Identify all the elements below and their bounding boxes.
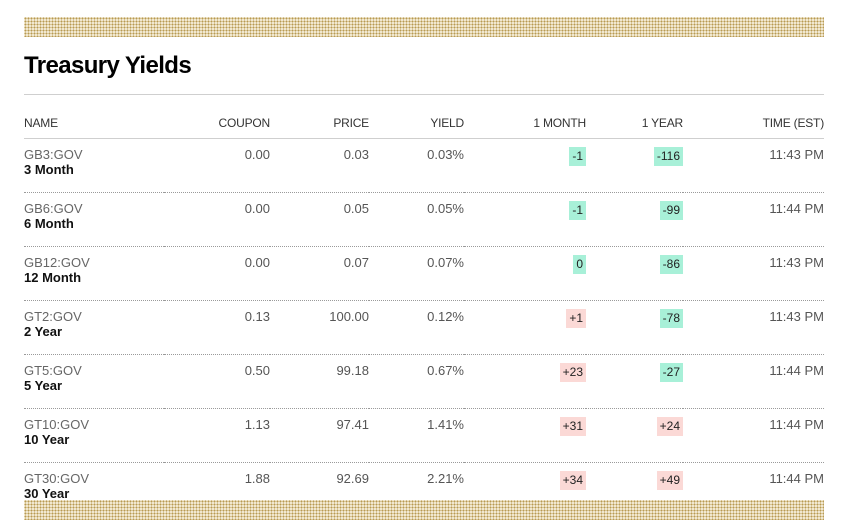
security-name: 12 Month (24, 270, 82, 285)
security-name: 5 Year (24, 378, 63, 393)
one-year-cell: -99 (586, 192, 683, 247)
header-time[interactable]: TIME (EST) (683, 108, 824, 139)
header-yield[interactable]: YIELD (369, 108, 464, 139)
one-month-change-badge: 0 (573, 255, 586, 274)
decorative-band-bottom (24, 500, 824, 520)
name-cell[interactable]: GB3:GOV 3 Month (24, 138, 164, 193)
price-value: 97.41 (270, 408, 369, 463)
price-value: 99.18 (270, 354, 369, 409)
title-divider (24, 94, 824, 95)
one-month-change-badge: +23 (559, 363, 586, 382)
one-year-change-badge: +24 (656, 417, 683, 436)
coupon-value: 0.00 (164, 192, 270, 247)
treasury-yields-table: NAME COUPON PRICE YIELD 1 MONTH 1 YEAR T… (24, 108, 824, 517)
time-value: 11:44 PM (683, 192, 824, 247)
security-name: 10 Year (24, 432, 70, 447)
one-year-change-badge: +49 (656, 471, 683, 490)
one-month-cell: +1 (464, 300, 586, 355)
decorative-band-top (24, 17, 824, 37)
name-cell[interactable]: GT10:GOV 10 Year (24, 408, 164, 463)
one-month-change-badge: +31 (559, 417, 586, 436)
ticker-link[interactable]: GB12:GOV (24, 255, 90, 270)
time-value: 11:44 PM (683, 354, 824, 409)
coupon-value: 0.13 (164, 300, 270, 355)
coupon-value: 1.13 (164, 408, 270, 463)
price-value: 100.00 (270, 300, 369, 355)
time-value: 11:44 PM (683, 408, 824, 463)
yield-value: 1.41% (369, 408, 464, 463)
name-cell[interactable]: GB6:GOV 6 Month (24, 192, 164, 247)
ticker-link[interactable]: GT30:GOV (24, 471, 90, 486)
security-name: 6 Month (24, 216, 74, 231)
one-year-cell: -116 (586, 138, 683, 193)
yield-value: 0.12% (369, 300, 464, 355)
header-1-year[interactable]: 1 YEAR (586, 108, 683, 139)
header-price[interactable]: PRICE (270, 108, 369, 139)
page-title: Treasury Yields (24, 52, 192, 79)
ticker-link[interactable]: GB3:GOV (24, 147, 83, 162)
header-1-month[interactable]: 1 MONTH (464, 108, 586, 139)
price-value: 0.05 (270, 192, 369, 247)
one-year-change-badge: -86 (659, 255, 683, 274)
table-row[interactable]: GT10:GOV 10 Year 1.13 97.41 1.41% +31 +24 11:44… (24, 408, 824, 463)
one-year-cell: -78 (586, 300, 683, 355)
yield-value: 0.03% (369, 138, 464, 193)
one-year-cell: -86 (586, 246, 683, 301)
table-row[interactable]: GB3:GOV 3 Month 0.00 0.03 0.03% -1 -116 11:43 P… (24, 138, 824, 193)
security-name: 2 Year (24, 324, 63, 339)
yield-value: 0.05% (369, 192, 464, 247)
name-cell[interactable]: GB12:GOV 12 Month (24, 246, 164, 301)
one-month-cell: 0 (464, 246, 586, 301)
table-header-row: NAME COUPON PRICE YIELD 1 MONTH 1 YEAR T… (24, 108, 824, 139)
header-name[interactable]: NAME (24, 108, 164, 139)
one-month-cell: -1 (464, 138, 586, 193)
ticker-link[interactable]: GB6:GOV (24, 201, 83, 216)
coupon-value: 0.00 (164, 138, 270, 193)
yield-value: 0.67% (369, 354, 464, 409)
security-name: 30 Year (24, 486, 70, 501)
one-month-cell: +31 (464, 408, 586, 463)
time-value: 11:43 PM (683, 138, 824, 193)
price-value: 0.07 (270, 246, 369, 301)
one-year-change-badge: -27 (659, 363, 683, 382)
coupon-value: 0.50 (164, 354, 270, 409)
ticker-link[interactable]: GT10:GOV (24, 417, 90, 432)
table-row[interactable]: GB12:GOV 12 Month 0.00 0.07 0.07% 0 -86 11:43 P… (24, 246, 824, 301)
name-cell[interactable]: GT2:GOV 2 Year (24, 300, 164, 355)
time-value: 11:43 PM (683, 246, 824, 301)
time-value: 11:43 PM (683, 300, 824, 355)
one-month-change-badge: +1 (566, 309, 586, 328)
price-value: 0.03 (270, 138, 369, 193)
table-row[interactable]: GT2:GOV 2 Year 0.13 100.00 0.12% +1 -78 11:43 P… (24, 300, 824, 355)
one-month-change-badge: +34 (559, 471, 586, 490)
one-month-change-badge: -1 (569, 201, 586, 220)
ticker-link[interactable]: GT5:GOV (24, 363, 82, 378)
ticker-link[interactable]: GT2:GOV (24, 309, 82, 324)
one-month-cell: -1 (464, 192, 586, 247)
one-month-change-badge: -1 (569, 147, 586, 166)
one-year-cell: -27 (586, 354, 683, 409)
coupon-value: 0.00 (164, 246, 270, 301)
yield-value: 0.07% (369, 246, 464, 301)
one-year-change-badge: -99 (659, 201, 683, 220)
security-name: 3 Month (24, 162, 74, 177)
one-month-cell: +23 (464, 354, 586, 409)
table-row[interactable]: GT5:GOV 5 Year 0.50 99.18 0.67% +23 -27 11:44 P… (24, 354, 824, 409)
one-year-change-badge: -116 (653, 147, 683, 166)
table-row[interactable]: GB6:GOV 6 Month 0.00 0.05 0.05% -1 -99 11:44 PM (24, 192, 824, 247)
header-coupon[interactable]: COUPON (164, 108, 270, 139)
one-year-cell: +24 (586, 408, 683, 463)
one-year-change-badge: -78 (659, 309, 683, 328)
name-cell[interactable]: GT5:GOV 5 Year (24, 354, 164, 409)
